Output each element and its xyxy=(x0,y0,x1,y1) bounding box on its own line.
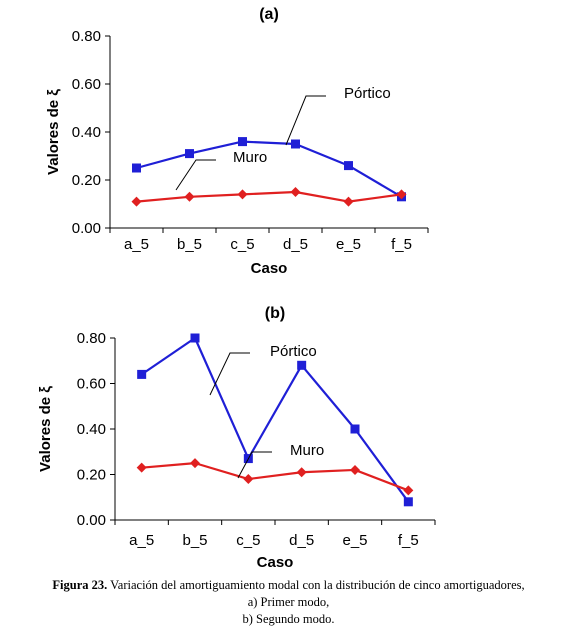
x-axis-label: Caso xyxy=(257,554,294,571)
x-tick-label: a_5 xyxy=(124,236,149,253)
series-label-leader xyxy=(237,451,272,479)
series-label-leader xyxy=(175,159,216,191)
y-tick-label: 0.00 xyxy=(72,220,101,237)
y-tick-label: 0.80 xyxy=(72,28,101,45)
data-point-square xyxy=(350,424,360,434)
y-tick-label: 0.40 xyxy=(77,421,106,438)
series-muro: Muro xyxy=(131,149,407,207)
data-point-diamond xyxy=(296,467,307,478)
x-tick-label: c_5 xyxy=(230,236,254,253)
series-label: Muro xyxy=(290,442,324,459)
series-portico: Pórtico xyxy=(132,85,406,202)
y-tick-label: 0.60 xyxy=(72,76,101,93)
series-label-leader xyxy=(209,352,250,396)
x-tick-label: b_5 xyxy=(177,236,202,253)
data-point-diamond xyxy=(190,458,200,469)
data-point-square xyxy=(297,360,307,370)
data-point-square xyxy=(238,137,247,147)
series-line xyxy=(141,336,410,503)
figure-caption: Figura 23. Variación del amortiguamiento… xyxy=(0,577,577,628)
data-point-square xyxy=(132,163,141,173)
y-tick-label: 0.40 xyxy=(72,124,101,141)
data-point-diamond xyxy=(237,189,248,200)
series-line xyxy=(136,140,403,198)
data-point-square xyxy=(403,497,413,507)
series-muro: Muro xyxy=(136,442,414,496)
data-point-square xyxy=(344,161,353,171)
data-point-square xyxy=(137,369,147,379)
x-tick-label: d_5 xyxy=(289,532,314,549)
data-point-diamond xyxy=(131,196,142,207)
x-tick-label: f_5 xyxy=(391,236,412,253)
x-axis-label: Caso xyxy=(251,260,288,277)
y-tick-label: 0.20 xyxy=(72,172,101,189)
y-axis-label: Valores de ξ xyxy=(37,386,54,472)
data-point-diamond xyxy=(350,464,360,475)
x-tick-label: f_5 xyxy=(398,532,419,549)
data-point-diamond xyxy=(343,196,354,207)
data-point-square xyxy=(185,149,194,159)
series-line xyxy=(136,190,402,203)
caption-line-2: a) Primer modo, xyxy=(247,595,330,609)
data-point-diamond xyxy=(290,187,301,197)
x-tick-label: e_5 xyxy=(342,532,367,549)
series-label: Pórtico xyxy=(270,343,317,360)
data-point-diamond xyxy=(403,485,414,496)
figure-canvas: (a) 0.00 0.20 0.40 0.60 0.80 a_5 b_5 c_5 d_5 e_5 f_… xyxy=(37,6,436,571)
series-label: Pórtico xyxy=(344,85,391,102)
chart-a: (a) 0.00 0.20 0.40 0.60 0.80 a_5 b_5 c_5 d_5 e_5 f_… xyxy=(45,6,429,277)
data-point-diamond xyxy=(136,462,147,473)
chart-b: (b) 0.00 0.20 0.40 0.60 0.80 a_5 b_5 c_5 d_5 e_5 f_… xyxy=(37,305,436,571)
caption-line-1: Figura 23. Variación del amortiguamiento… xyxy=(0,577,577,594)
y-axis-label: Valores de ξ xyxy=(45,89,62,175)
chart-title: (b) xyxy=(265,305,285,322)
data-point-diamond xyxy=(184,191,195,202)
x-tick-label: d_5 xyxy=(283,236,308,253)
y-tick-label: 0.00 xyxy=(77,512,106,529)
caption-text-1: Variación del amortiguamiento modal con … xyxy=(107,578,525,592)
chart-title: (a) xyxy=(259,6,279,23)
caption-line-3: b) Segundo modo. xyxy=(242,612,335,626)
series-portico: Pórtico xyxy=(137,333,413,507)
x-tick-label: b_5 xyxy=(182,532,207,549)
x-tick-label: a_5 xyxy=(129,532,154,549)
series-label: Muro xyxy=(233,149,267,166)
x-tick-label: e_5 xyxy=(336,236,361,253)
data-point-diamond xyxy=(396,189,407,200)
y-tick-label: 0.60 xyxy=(77,376,106,393)
caption-label: Figura 23. xyxy=(52,578,108,592)
series-line xyxy=(141,462,409,492)
data-point-square xyxy=(190,333,200,343)
series-label-leader xyxy=(285,95,326,146)
data-point-square xyxy=(291,139,300,149)
y-tick-label: 0.80 xyxy=(77,330,106,347)
data-point-diamond xyxy=(243,474,254,485)
x-tick-label: c_5 xyxy=(236,532,260,549)
y-tick-label: 0.20 xyxy=(77,467,106,484)
